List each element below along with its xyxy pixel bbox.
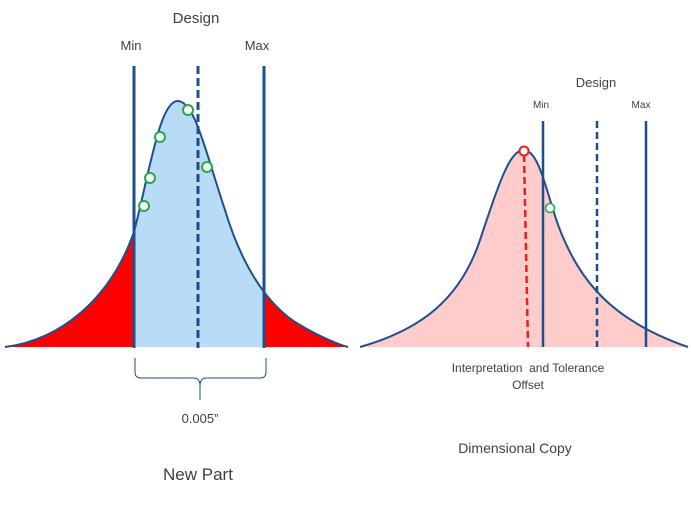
sample-point: [544, 202, 556, 214]
offset-label-line2: Offset: [512, 378, 544, 392]
dimensional-copy-panel: Design Min Max Interpretation and Tolera…: [359, 75, 689, 456]
new-part-caption: New Part: [163, 465, 233, 484]
dimensional-copy-caption: Dimensional Copy: [458, 440, 572, 456]
sample-points: [138, 104, 213, 212]
min-label: Min: [533, 100, 549, 111]
max-label: Max: [632, 100, 651, 111]
sample-point: [154, 131, 166, 143]
copy-peak-point: [518, 145, 530, 157]
offset-label-line1: Interpretation and Tolerance: [452, 361, 605, 375]
max-label: Max: [245, 38, 270, 53]
design-label: Design: [173, 10, 220, 27]
tolerance-label: 0.005”: [182, 411, 219, 426]
new-part-panel: Design Min Max 0.005” New Part: [4, 10, 349, 484]
sample-point: [138, 200, 150, 212]
copy-distribution-area: [360, 150, 688, 347]
min-label: Min: [121, 38, 142, 53]
sample-point: [182, 104, 194, 116]
in-tolerance-area: [134, 100, 264, 347]
tolerance-brace: [134, 358, 267, 400]
sample-point: [144, 172, 156, 184]
design-label: Design: [576, 75, 616, 90]
sample-point: [201, 161, 213, 173]
offset-mean-line: [522, 154, 530, 348]
